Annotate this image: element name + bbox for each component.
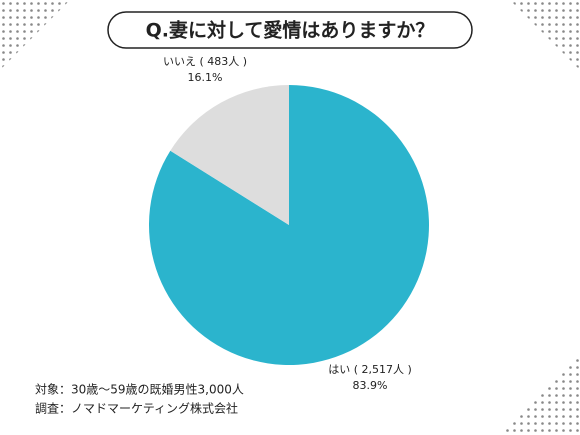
slice-label: いいえ ( 483人 ) bbox=[163, 55, 247, 68]
decor-dots bbox=[0, 0, 70, 70]
note: 調査：ノマドマーケティング株式会社 bbox=[35, 401, 238, 416]
decor-dots bbox=[500, 355, 580, 435]
title-frame bbox=[107, 11, 473, 49]
note: 対象：30歳〜59歳の既婚男性3,000人 bbox=[35, 383, 244, 397]
chart-title: Q.妻に対して愛情はありますか？ bbox=[146, 19, 435, 42]
value-label: 83.9% bbox=[353, 379, 388, 392]
value-label: 16.1% bbox=[188, 71, 223, 84]
slice-label: はい ( 2,517人 ) bbox=[328, 363, 412, 376]
decor-dots bbox=[510, 0, 580, 70]
pie bbox=[149, 85, 430, 365]
pie-slice bbox=[170, 85, 289, 225]
